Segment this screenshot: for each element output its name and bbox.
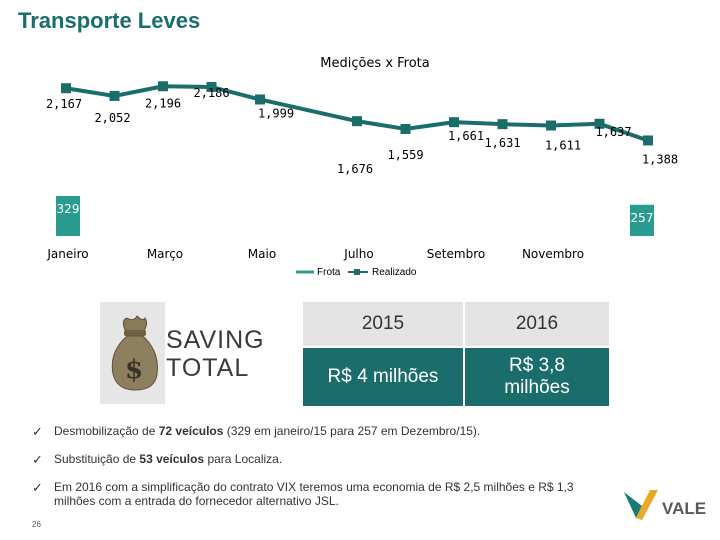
- realizado-data-label: 1,676: [337, 162, 373, 176]
- x-tick-label: Março: [147, 247, 183, 261]
- check-icon: ✓: [32, 480, 43, 495]
- line-layer: [61, 81, 653, 146]
- realizado-point: [109, 90, 120, 101]
- realizado-point: [206, 81, 217, 92]
- realizado-data-label: 1,611: [545, 139, 581, 153]
- chart-title: Medições x Frota: [320, 56, 430, 71]
- realizado-data-label: 2,186: [193, 86, 229, 100]
- realizado-point: [255, 94, 265, 105]
- money-bag-icon: $: [111, 315, 158, 391]
- realizado-point: [546, 120, 556, 131]
- table-header-2016: 2016: [465, 302, 609, 346]
- x-tick-label: Novembro: [522, 247, 584, 261]
- legend-frota-label: Frota: [317, 267, 341, 278]
- x-tick-label: Janeiro: [46, 247, 88, 261]
- realizado-data-label: 1,559: [387, 148, 423, 162]
- chart-legend: Frota Realizado: [296, 267, 417, 278]
- frota-bar: [630, 204, 654, 236]
- check-icon: ✓: [32, 424, 43, 439]
- realizado-point: [400, 123, 411, 134]
- legend-realizado-label: Realizado: [372, 267, 417, 278]
- x-tick-label: Julho: [343, 247, 373, 261]
- realizado-data-label: 2,167: [46, 97, 82, 111]
- ticks-layer: Janeiro Março Maio Julho Setembro Novembro: [46, 247, 584, 261]
- saving-line2: TOTAL: [166, 354, 250, 382]
- frota-bar-label: 257: [631, 211, 654, 225]
- labels-layer: 2,167 2,052 2,196 2,186 1,999 1,676 1,559 1,661…: [46, 86, 678, 176]
- x-tick-label: Setembro: [427, 247, 485, 261]
- realizado-point: [594, 118, 605, 129]
- realizado-data-label: 2,196: [145, 96, 181, 110]
- realizado-data-label: 1,388: [642, 152, 678, 166]
- realizado-data-label: 1,631: [484, 136, 520, 150]
- legend-realizado-marker: [354, 269, 360, 275]
- bullet-text: Desmobilização de 72 veículos (329 em ja…: [54, 424, 481, 438]
- saving-line1: SAVING: [166, 326, 265, 354]
- realizado-point: [449, 117, 459, 128]
- table-value-2016: R$ 3,8 milhões: [465, 348, 609, 406]
- realizado-point: [352, 116, 362, 127]
- realizado-data-label: 1,661: [448, 129, 484, 143]
- realizado-data-label: 1,637: [595, 125, 631, 139]
- frota-bar-label: 329: [57, 202, 80, 216]
- realizado-data-label: 2,052: [94, 111, 130, 125]
- bars-layer: 329 257: [56, 196, 654, 236]
- realizado-point: [158, 81, 168, 92]
- vale-logo: VALE: [624, 490, 706, 520]
- svg-text:$: $: [125, 355, 143, 385]
- svg-text:VALE: VALE: [662, 499, 706, 518]
- table-header-2015: 2015: [303, 302, 463, 346]
- table-value-2015: R$ 4 milhões: [303, 348, 463, 406]
- realizado-data-label: 1,999: [258, 106, 294, 120]
- bullet-text: Em 2016 com a simplificação do contrato …: [54, 480, 574, 508]
- slide-title: Transporte Leves: [18, 8, 201, 33]
- bullet-text: Substituição de 53 veículos para Localiz…: [54, 452, 283, 466]
- page-number: 26: [32, 520, 41, 529]
- realizado-point: [497, 119, 508, 130]
- check-icon: ✓: [32, 452, 43, 467]
- saving-total-label: SAVING TOTAL: [166, 326, 265, 382]
- realizado-point: [643, 135, 653, 146]
- realizado-series-line: [65, 84, 649, 143]
- frota-bar: [56, 196, 80, 236]
- realizado-point: [61, 83, 71, 94]
- x-tick-label: Maio: [248, 247, 276, 261]
